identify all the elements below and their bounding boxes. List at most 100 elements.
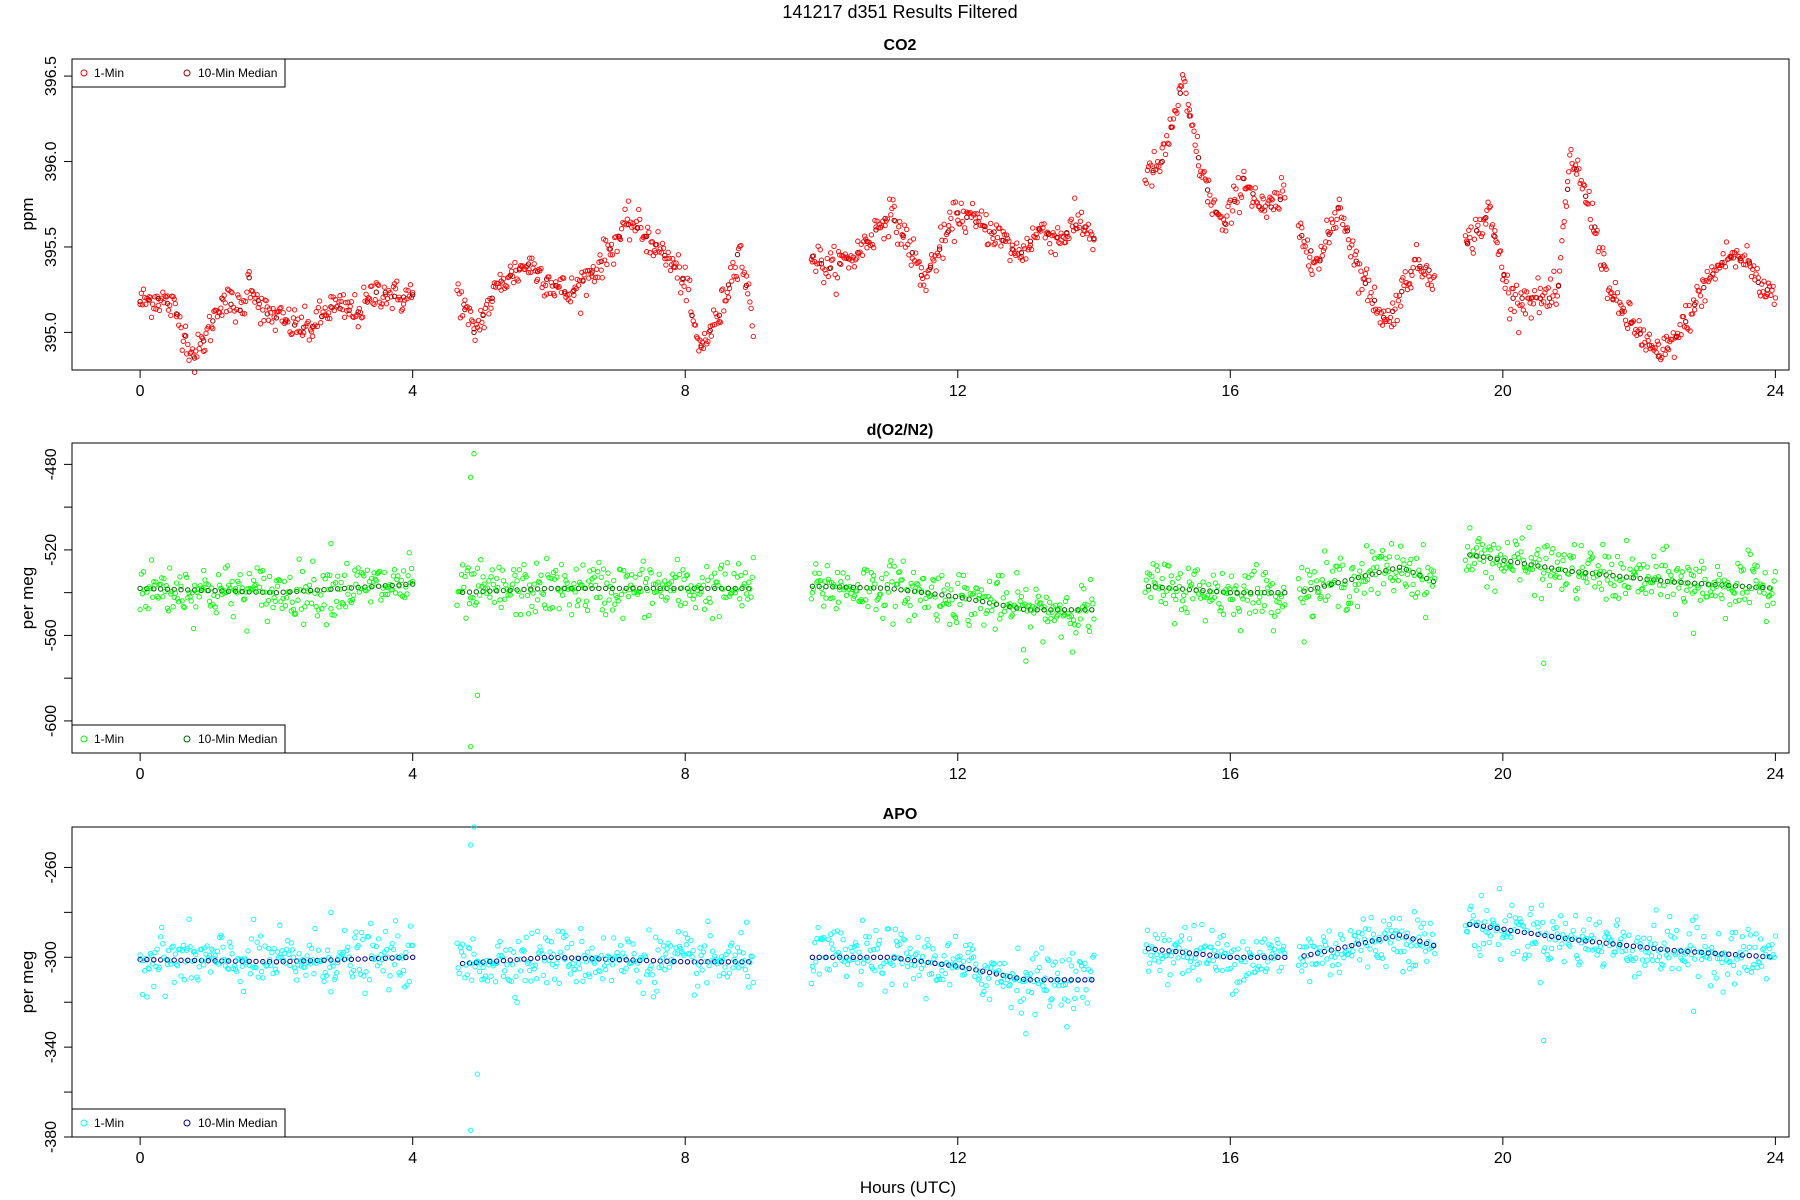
point-1min — [633, 967, 640, 973]
point-1min — [1083, 987, 1089, 993]
point-10min-median — [205, 958, 212, 964]
point-1min — [1055, 970, 1061, 976]
point-1min — [534, 928, 541, 934]
point-1min — [273, 969, 280, 975]
point-1min — [1241, 583, 1247, 589]
point-1min — [1520, 557, 1526, 563]
point-1min — [1190, 122, 1196, 128]
point-1min — [1017, 598, 1023, 604]
point-1min — [1665, 955, 1672, 961]
point-10min-median — [684, 585, 691, 592]
point-1min — [999, 573, 1005, 579]
point-1min — [548, 575, 554, 582]
point-1min — [1581, 182, 1588, 189]
point-1min — [472, 337, 478, 343]
point-1min — [924, 936, 930, 943]
point-1min — [596, 559, 602, 566]
point-10min-median — [716, 312, 722, 318]
point-10min-median — [643, 957, 650, 964]
point-1min — [676, 571, 683, 578]
point-1min — [1729, 929, 1735, 936]
point-1min — [1304, 567, 1311, 573]
point-1min — [1706, 956, 1713, 962]
point-10min-median — [321, 957, 327, 963]
point-1min — [1745, 926, 1751, 933]
point-1min — [867, 585, 873, 592]
point-1min — [341, 314, 348, 320]
point-1min — [1660, 346, 1666, 353]
point-1min — [1629, 556, 1635, 562]
point-1min — [170, 604, 176, 610]
point-1min — [1517, 916, 1523, 922]
point-1min — [477, 327, 483, 333]
point-1min — [1081, 586, 1087, 592]
point-1min — [969, 946, 976, 952]
point-1min — [1401, 561, 1407, 567]
point-1min — [1379, 547, 1386, 554]
point-1min — [899, 577, 905, 583]
point-1min — [1756, 589, 1763, 595]
point-1min — [831, 929, 837, 935]
point-1min — [923, 996, 929, 1002]
point-10min-median — [1299, 232, 1305, 239]
point-1min — [1145, 587, 1152, 593]
point-1min — [251, 577, 257, 583]
point-1min — [1653, 563, 1659, 570]
point-1min — [1064, 1024, 1070, 1030]
point-1min — [885, 589, 892, 595]
point-1min — [1538, 902, 1545, 908]
point-1min — [1211, 197, 1218, 203]
point-1min — [1704, 268, 1710, 275]
point-10min-median — [609, 956, 616, 963]
point-10min-median — [1623, 574, 1630, 580]
point-1min — [994, 234, 1001, 241]
point-1min — [665, 249, 671, 256]
point-1min — [1270, 628, 1277, 634]
point-1min — [1073, 968, 1079, 974]
point-10min-median — [1396, 564, 1403, 570]
point-1min — [1366, 926, 1372, 932]
point-1min — [1275, 608, 1281, 614]
point-1min — [941, 953, 947, 959]
point-1min — [1534, 295, 1540, 301]
point-1min — [224, 286, 231, 292]
point-10min-median — [1089, 607, 1095, 613]
point-1min — [1319, 577, 1325, 583]
point-1min-outlier — [474, 692, 481, 698]
point-1min — [299, 956, 306, 963]
point-1min — [251, 916, 257, 923]
point-1min — [1504, 272, 1511, 278]
point-1min — [1219, 967, 1225, 974]
point-1min — [365, 295, 372, 301]
point-1min — [467, 308, 474, 314]
point-1min — [1269, 197, 1275, 203]
point-1min — [1412, 962, 1419, 968]
point-1min — [504, 962, 510, 968]
point-10min-median — [589, 269, 595, 275]
point-1min — [408, 294, 415, 301]
point-10min-median — [918, 589, 925, 596]
point-1min — [948, 215, 954, 222]
point-1min — [360, 936, 366, 943]
point-1min — [1038, 600, 1044, 606]
point-1min — [1057, 978, 1063, 985]
point-1min — [997, 961, 1003, 967]
x-tick-label: 16 — [1221, 383, 1239, 400]
point-1min — [1600, 541, 1606, 548]
point-1min — [372, 576, 378, 582]
point-1min — [747, 586, 753, 592]
point-1min — [1729, 250, 1735, 256]
point-1min — [1628, 574, 1634, 581]
point-1min — [1712, 593, 1718, 599]
point-10min-median — [1501, 271, 1507, 278]
point-1min — [1680, 595, 1687, 602]
point-10min-median — [1410, 569, 1416, 576]
point-1min — [1415, 590, 1421, 596]
point-1min — [965, 949, 971, 956]
point-1min — [724, 560, 730, 566]
point-1min — [254, 292, 260, 298]
panel-o2n2: d(O2/N2) per meg 0 4 8 12 16 20 24-480-520-560… — [18, 422, 1790, 783]
point-1min — [1144, 927, 1151, 933]
point-1min — [173, 580, 180, 586]
point-1min — [1727, 958, 1733, 965]
